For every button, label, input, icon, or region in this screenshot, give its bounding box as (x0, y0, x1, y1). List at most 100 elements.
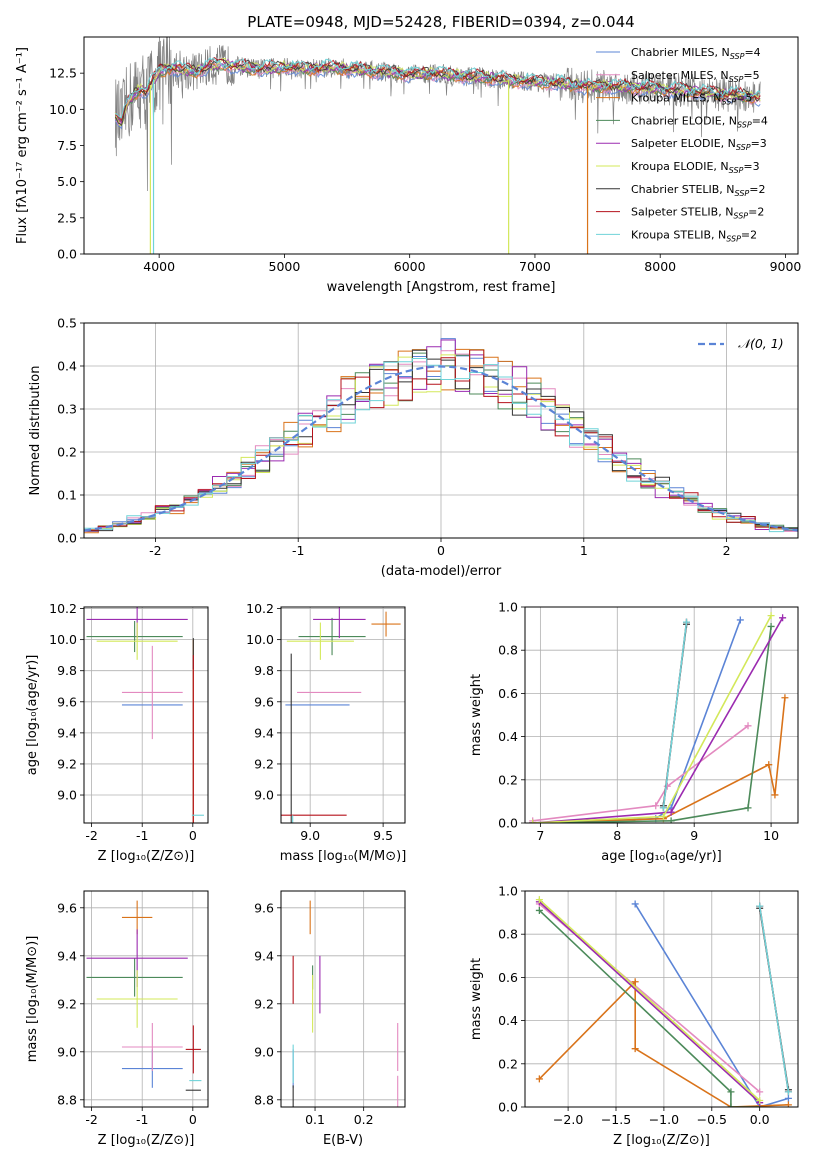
mass-weight-marker (682, 618, 690, 626)
y-tick-label: 9.8 (57, 663, 77, 678)
mass-weight-line (532, 725, 749, 822)
legend-label: Kroupa ELODIE, NSSP=3 (631, 160, 760, 175)
residuals-axes: -2 -1 0 1 2 0.0 0.1 0.2 0.3 0.4 0.5 (data-model)/er… (28, 316, 799, 579)
y-tick-label: 10.0 (49, 102, 77, 117)
x-tick-label: 0 (437, 543, 445, 558)
legend-label-suffix: =5 (736, 92, 752, 105)
normal-reference-curve (84, 365, 798, 532)
x-axis-label: mass [log₁₀(M/M⊙)] (280, 849, 407, 864)
y-tick-label: 12.5 (49, 66, 77, 81)
errorbar-point (121, 900, 153, 935)
spectrum-axes: 4000 5000 6000 7000 8000 9000 0.0 2.5 5.0 7.5 10.0… (15, 36, 802, 295)
y-tick-label: 0.0 (498, 1100, 518, 1115)
legend-label-subscript: SSP (736, 143, 751, 152)
mass-weight-marker (631, 900, 639, 908)
mass-vs-ebv-plot-area (292, 900, 399, 1107)
legend-label: Chabrier MILES, NSSP=4 (631, 46, 761, 61)
y-tick-label: 0.2 (57, 445, 77, 460)
legend-label-subscript: SSP (733, 212, 748, 221)
x-tick-label: 7000 (519, 259, 551, 274)
x-tick-label: -2 (85, 1112, 97, 1127)
mass-weight-marker (663, 782, 671, 790)
age-vs-mass-plot-area (281, 607, 401, 823)
mass-weight-line (538, 909, 760, 1107)
errorbar-point (313, 607, 366, 639)
legend-label-text: Chabrier STELIB, N (631, 183, 735, 196)
mass-weight-marker (744, 804, 752, 812)
y-tick-label: 9.2 (57, 756, 77, 771)
y-tick-label: 9.4 (57, 725, 77, 740)
legend-label-text: Salpeter ELODIE, N (631, 137, 736, 150)
errorbar-point (86, 958, 183, 997)
mass-weight-marker (667, 817, 675, 823)
mass-weight-marker (736, 616, 744, 624)
legend-label-subscript: SSP (729, 166, 744, 175)
y-tick-label: 0.0 (57, 531, 77, 546)
x-axis-label: Z [log₁₀(Z/Z⊙)] (98, 1133, 195, 1148)
y-tick-label: 9.2 (57, 996, 77, 1011)
mass-weight-marker (652, 802, 660, 810)
x-tick-label: -2 (85, 828, 97, 843)
mass-weight-vs-age-plot-area (529, 612, 789, 823)
mass-weight-marker (756, 902, 764, 910)
y-tick-label: 1.0 (498, 884, 518, 899)
mass-weight-marker (727, 1088, 735, 1096)
mass-weight-marker (767, 612, 775, 620)
y-tick-label: 0.6 (498, 970, 518, 985)
x-tick-label: 9.5 (373, 828, 393, 843)
errorbar-point (121, 645, 183, 740)
x-tick-label: −1.0 (649, 1112, 679, 1127)
x-tick-label: 4000 (143, 259, 175, 274)
y-tick-label: 1.0 (498, 600, 518, 615)
x-tick-label: -1 (136, 828, 148, 843)
legend-label: Chabrier ELODIE, NSSP=4 (631, 114, 768, 129)
x-tick-label: -1 (136, 1112, 148, 1127)
mass-weight-marker (659, 804, 667, 812)
x-axis-label: E(B-V) (323, 1133, 363, 1148)
legend-label: 𝒩(0, 1) (738, 336, 784, 351)
legend-label-text: Salpeter STELIB, N (631, 206, 733, 219)
y-tick-label: 9.4 (57, 948, 77, 963)
axes-frame (83, 890, 209, 1108)
mass-weight-line (532, 615, 772, 823)
mass-weight-line (532, 617, 784, 823)
legend-label-subscript: SSP (729, 75, 744, 84)
y-tick-label: 10.0 (49, 632, 77, 647)
mass-weight-line (532, 697, 786, 823)
x-tick-label: −2.0 (553, 1112, 583, 1127)
x-tick-label: 7 (536, 828, 544, 843)
y-tick-label: 0.4 (57, 359, 77, 374)
y-tick-label: 9.6 (254, 694, 274, 709)
legend-label: Salpeter STELIB, NSSP=2 (631, 206, 764, 221)
y-tick-label: 5.0 (57, 174, 77, 189)
x-axis-label: Z [log₁₀(Z/Z⊙)] (98, 849, 195, 864)
y-tick-label: 9.2 (254, 996, 274, 1011)
y-tick-label: 0.2 (498, 772, 518, 787)
model-spectrum-line (114, 57, 761, 127)
spectrum-plot-area (114, 37, 761, 254)
x-tick-label: 8 (613, 828, 621, 843)
y-tick-label: 9.0 (57, 1044, 77, 1059)
x-tick-label: 8000 (644, 259, 676, 274)
x-tick-label: 9000 (770, 259, 802, 274)
mass-weight-marker (667, 808, 675, 816)
legend-label: Kroupa STELIB, NSSP=2 (631, 228, 757, 243)
axes-frame (83, 606, 209, 824)
errorbar-point (286, 622, 354, 660)
y-tick-label: 0.0 (498, 816, 518, 831)
x-tick-label: 6000 (394, 259, 426, 274)
y-axis-label: mass weight (469, 674, 484, 756)
mass-weight-marker (535, 906, 543, 914)
x-axis-label: Z [log₁₀(Z/Z⊙)] (613, 1133, 710, 1148)
legend-label-suffix: =4 (744, 46, 760, 59)
y-tick-label: 9.8 (254, 663, 274, 678)
mass-weight-line (538, 901, 761, 1104)
model-spectrum-line (114, 58, 761, 124)
mass-weight-marker (535, 1075, 543, 1083)
y-tick-label: 0.5 (57, 316, 77, 331)
y-tick-label: 0.4 (498, 1013, 518, 1028)
mass-weight-marker (756, 1097, 764, 1105)
mass-weight-marker (727, 1103, 735, 1107)
x-axis-label: wavelength [Angstrom, rest frame] (327, 280, 556, 295)
mass-weight-vs-age-axes: 7 8 9 10 0.0 0.2 0.4 0.6 0.8 1.0 age [log₁₀(age/yr… (469, 600, 799, 864)
